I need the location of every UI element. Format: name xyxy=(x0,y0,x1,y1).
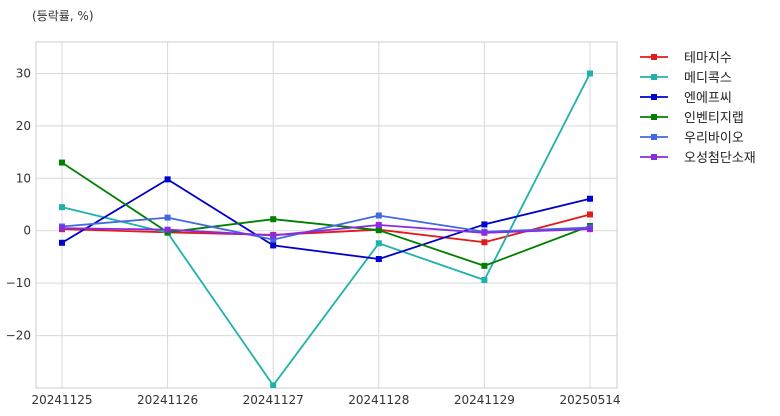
grid xyxy=(36,42,617,388)
series-line xyxy=(61,178,591,260)
data-point xyxy=(59,225,65,232)
legend-marker xyxy=(651,114,657,120)
y-tick-label: 10 xyxy=(16,171,31,185)
series-line xyxy=(61,213,591,244)
data-point xyxy=(270,216,277,223)
data-point xyxy=(164,176,171,183)
plot-frame xyxy=(35,41,618,389)
data-point xyxy=(164,214,171,221)
x-tick-label: 20241128 xyxy=(348,393,409,407)
y-tick-label: 20 xyxy=(16,119,31,133)
data-point xyxy=(59,239,65,246)
data-point xyxy=(270,382,277,388)
legend-label: 엔에프씨 xyxy=(684,91,732,106)
data-point xyxy=(270,242,277,249)
legend-marker xyxy=(651,54,657,60)
x-tick-label: 20241129 xyxy=(454,393,515,407)
data-point xyxy=(59,159,65,166)
data-point xyxy=(375,240,382,247)
series-line xyxy=(61,161,591,267)
series-3 xyxy=(59,176,593,263)
data-point xyxy=(164,226,171,233)
legend-label: 오성첨단소재 xyxy=(684,151,756,166)
data-point xyxy=(481,221,488,228)
x-tick-label: 20250514 xyxy=(559,393,620,407)
data-point xyxy=(587,226,593,233)
data-point xyxy=(587,195,593,202)
data-point xyxy=(270,232,277,239)
legend-item: 엔에프씨 xyxy=(640,91,732,106)
legend-label: 우리바이오 xyxy=(684,131,744,146)
legend-item: 오성첨단소재 xyxy=(640,151,756,166)
legend-item: 테마지수 xyxy=(640,51,732,66)
x-tick-label: 20241127 xyxy=(243,393,304,407)
legend-marker xyxy=(651,94,657,100)
series-line xyxy=(61,224,591,237)
series-line xyxy=(61,214,591,241)
data-point xyxy=(375,212,382,219)
data-point xyxy=(59,204,65,211)
legend-label: 인벤티지랩 xyxy=(684,111,744,126)
data-point xyxy=(270,236,277,243)
x-tick-label: 20241126 xyxy=(137,393,198,407)
data-point xyxy=(587,70,593,77)
y-tick-label: 0 xyxy=(23,224,31,238)
data-point xyxy=(375,227,382,234)
data-point xyxy=(375,256,382,263)
legend-label: 메디콕스 xyxy=(684,71,732,86)
x-tick-label: 20241125 xyxy=(31,393,92,407)
series-group xyxy=(59,70,593,388)
y-tick-label: −10 xyxy=(6,276,31,290)
legend-item: 우리바이오 xyxy=(640,131,744,146)
legend-marker xyxy=(651,74,657,80)
data-point xyxy=(481,277,488,284)
unit-label: (등락률, %) xyxy=(32,9,94,23)
legend-marker xyxy=(651,154,657,160)
y-tick-label: −20 xyxy=(6,329,31,343)
series-6 xyxy=(59,221,593,239)
data-point xyxy=(481,229,488,236)
y-tick-label: 30 xyxy=(16,66,31,80)
y-axis-ticks: 30 20 10 0 −10 −20 xyxy=(6,66,31,342)
data-point xyxy=(481,262,488,269)
data-point xyxy=(587,211,593,218)
legend-item: 메디콕스 xyxy=(640,71,732,86)
legend-item: 인벤티지랩 xyxy=(640,111,744,126)
data-point xyxy=(375,221,382,228)
legend-label: 테마지수 xyxy=(684,51,732,66)
data-point xyxy=(481,239,488,246)
x-axis-ticks: 20241125 20241126 20241127 20241128 20241129… xyxy=(31,393,620,407)
legend-marker xyxy=(651,134,657,140)
